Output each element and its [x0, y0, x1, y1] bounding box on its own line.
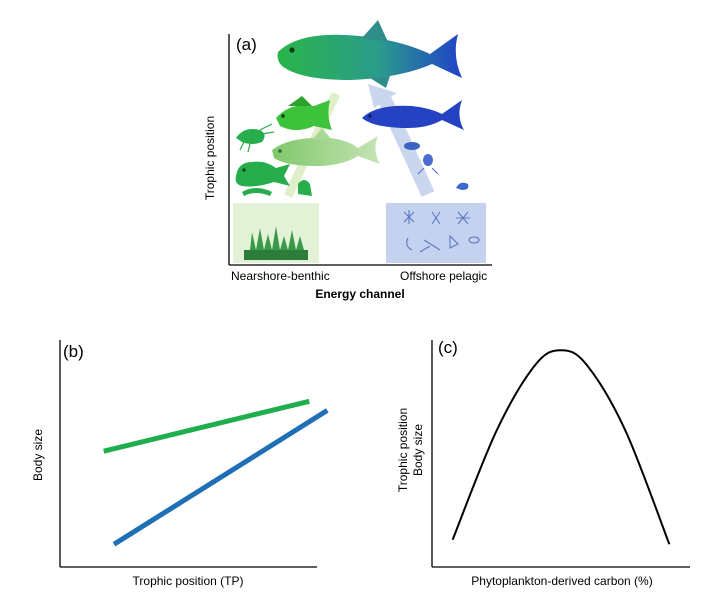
panel-c-series-group — [451, 349, 671, 545]
shrimp-icon — [236, 123, 275, 153]
panel-c-label: (c) — [438, 338, 458, 357]
panel-b-ylabel: Body size — [31, 429, 45, 481]
panel-b-series-group — [103, 398, 329, 547]
panel-c-ylabel-line1: Trophic position — [396, 408, 410, 492]
panel-b-series-line-1 — [103, 398, 310, 454]
panel-b-series-line-2 — [112, 408, 329, 547]
panel-b: (b) Body size Trophic position (TP) — [31, 340, 329, 588]
pelagic-flow-arrow — [368, 84, 435, 197]
panel-b-xlabel: Trophic position (TP) — [133, 574, 244, 588]
panel-a-xtick-right: Offshore pelagic — [400, 269, 487, 283]
panel-a-label: (a) — [236, 35, 257, 54]
sunfish-icon — [276, 96, 332, 130]
zooplankton-icon — [404, 142, 469, 190]
panel-a-xlabel: Energy channel — [315, 287, 404, 301]
panel-a: (a) Trophic position Nearshore-benthic O… — [203, 20, 492, 301]
minnow-icon — [272, 128, 380, 166]
smelt-icon — [362, 100, 464, 130]
panel-c-ylabel-line2: Body size — [411, 424, 425, 476]
crayfish-icon — [242, 188, 272, 196]
panel-b-label: (b) — [63, 342, 84, 361]
panel-c-xlabel: Phytoplankton-derived carbon (%) — [471, 574, 652, 588]
trout-icon — [277, 20, 462, 88]
phytoplankton-icon — [403, 210, 480, 253]
panel-a-xtick-left: Nearshore-benthic — [231, 269, 330, 283]
panel-c-series-line-1 — [451, 349, 671, 545]
panel-a-ylabel: Trophic position — [203, 116, 217, 200]
macrophyte-icon — [244, 226, 308, 260]
sculpin-icon — [235, 161, 290, 187]
phytoplankton-box — [386, 203, 486, 263]
snail-icon — [298, 180, 312, 196]
panel-c: (c) Trophic position Body size Phytoplan… — [396, 338, 690, 588]
